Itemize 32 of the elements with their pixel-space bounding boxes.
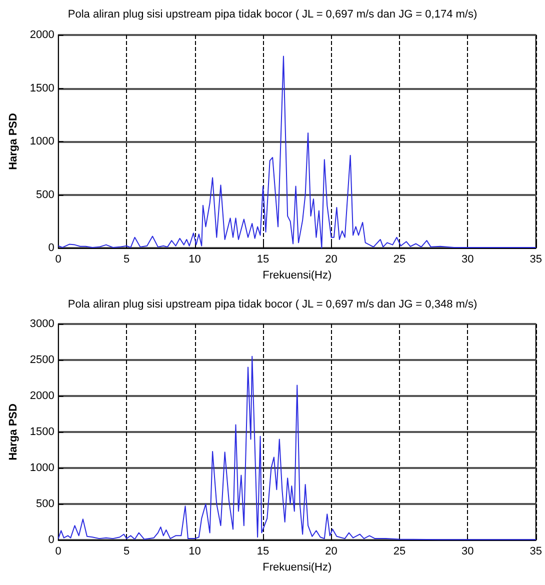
x-tick-label: 5 — [124, 546, 130, 558]
chart-title: Pola aliran plug sisi upstream pipa tidak bocor ( JL = 0,697 m/s dan JG = 0,174 m/s) — [68, 8, 478, 20]
y-tick-label: 3000 — [30, 318, 54, 330]
x-tick-label: 30 — [462, 546, 474, 558]
y-tick-label: 2500 — [30, 354, 54, 366]
y-tick-label: 500 — [36, 188, 54, 201]
x-tick-label: 15 — [256, 254, 270, 266]
x-tick-label: 30 — [462, 254, 474, 266]
y-axis-title: Harga PSD — [8, 404, 20, 460]
x-tick-label: 10 — [188, 546, 201, 558]
y-tick-label: 500 — [36, 498, 54, 510]
x-axis-title: Frekuensi(Hz) — [262, 561, 332, 574]
x-tick-label: 20 — [325, 546, 338, 558]
x-tick-label: 15 — [256, 546, 270, 558]
y-tick-label: 1500 — [30, 426, 54, 438]
x-axis-title: Frekuensi(Hz) — [262, 269, 332, 282]
y-tick-label: 0 — [48, 534, 54, 546]
y-tick-label: 1000 — [30, 462, 54, 474]
x-tick-label: 25 — [393, 546, 406, 558]
x-tick-label: 35 — [530, 546, 542, 558]
y-tick-label: 0 — [48, 242, 54, 254]
x-tick-label: 20 — [325, 254, 338, 266]
y-tick-label: 1000 — [30, 136, 54, 148]
y-tick-label: 2000 — [30, 390, 54, 402]
x-tick-label: 25 — [393, 254, 406, 266]
x-tick-label: 35 — [530, 254, 542, 266]
y-tick-label: 2000 — [30, 29, 54, 41]
chart-title: Pola aliran plug sisi upstream pipa tidak bocor ( JL = 0,697 m/s dan JG = 0,348 m/s) — [68, 298, 478, 310]
x-tick-label: 10 — [188, 254, 201, 266]
y-axis-title: Harga PSD — [8, 113, 20, 170]
y-tick-label: 1500 — [30, 82, 54, 94]
x-tick-label: 5 — [124, 254, 130, 266]
